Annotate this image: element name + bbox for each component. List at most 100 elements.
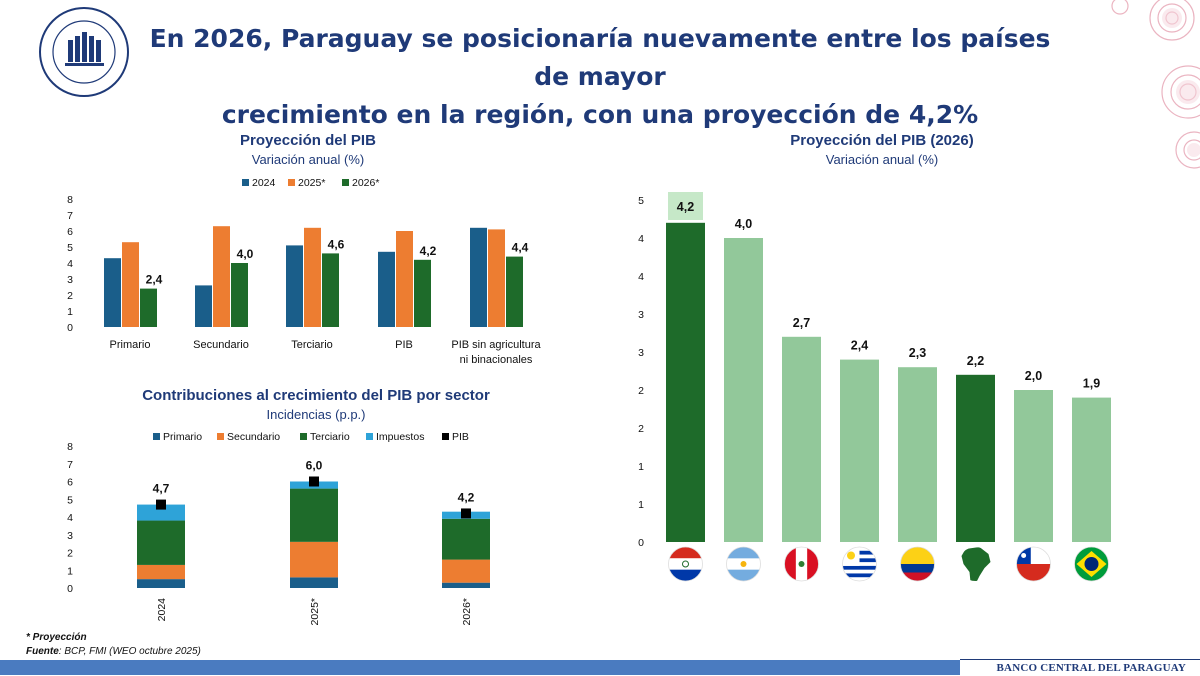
chart2-segment-Terciario-2025* [290, 488, 338, 542]
slide-title-line-2: crecimiento en la región, con una proyec… [221, 100, 979, 129]
chart3-ytick: 5 [638, 195, 644, 207]
chart2-legend-label-pib: PIB [452, 431, 469, 443]
chart3-data-label: 1,9 [1083, 377, 1100, 391]
chart3-ytick: 2 [638, 423, 644, 435]
argentina-flag-icon [726, 547, 761, 581]
slide-title-line-1: En 2026, Paraguay se posicionaría nuevam… [149, 24, 1051, 91]
chart1-bar-2024-Terciario [286, 245, 303, 327]
chart1-legend-swatch-2025* [288, 179, 295, 186]
sector-contributions-chart: Contribuciones al crecimiento del PIB po… [67, 387, 490, 625]
chart1-xtick: Terciario [291, 339, 333, 351]
chart2-ytick: 3 [67, 530, 73, 542]
chart2-ytick: 6 [67, 477, 73, 489]
chart2-legend-label-Impuestos: Impuestos [376, 431, 424, 443]
chart1-xtick: Secundario [193, 339, 249, 351]
flag-stripe [842, 573, 877, 578]
chart1-bar-2025*-Secundario [213, 226, 230, 327]
chart1-bar-2026*-Terciario [322, 253, 339, 327]
flag-stripe [668, 547, 703, 559]
chart2-legend-swatch-pib [442, 433, 449, 440]
chart3-bar-Colombia [898, 367, 937, 542]
chart1-data-label: 4,6 [328, 237, 345, 251]
chart1-ytick: 8 [67, 194, 73, 206]
chart1-ytick: 0 [67, 322, 73, 334]
chart2-subtitle: Incidencias (p.p.) [267, 407, 366, 422]
chart2-legend-swatch-Terciario [300, 433, 307, 440]
flag-border [726, 546, 761, 582]
chart2-ytick: 5 [67, 494, 73, 506]
chart1-bar-2025*-Terciario [304, 227, 321, 327]
footer-bank-name: BANCO CENTRAL DEL PARAGUAY [996, 662, 1186, 674]
chart1-legend-label-2025*: 2025* [298, 177, 325, 189]
chart2-segment-Primario-2024 [137, 579, 185, 588]
chart1-bar-2025*-PIB [396, 231, 413, 327]
chart2-segment-Secundario-2025* [290, 541, 338, 578]
chart2-ytick: 1 [67, 565, 73, 577]
chart1-subtitle: Variación anual (%) [252, 152, 364, 167]
flag-stripe [668, 569, 703, 581]
chart2-data-label: 4,2 [458, 490, 475, 504]
chart2-data-label: 6,0 [306, 459, 323, 473]
pib-projection-chart: Proyección del PIB Variación anual (%) 202… [67, 132, 541, 366]
chart1-data-label: 4,4 [512, 241, 529, 255]
flag-stripe [900, 564, 935, 573]
chart1-ytick: 3 [67, 274, 73, 286]
slide-title: En 2026, Paraguay se posicionaría nuevam… [140, 20, 1060, 134]
chart1-xtick: PIB sin agricultura [451, 339, 541, 351]
chart2-segment-Primario-2026* [442, 582, 490, 588]
chart2-ytick: 0 [67, 583, 73, 595]
chart1-data-label: 4,0 [237, 247, 254, 261]
chart3-ytick: 2 [638, 385, 644, 397]
chart2-segment-Terciario-2026* [442, 518, 490, 560]
chart2-ytick: 8 [67, 441, 73, 453]
chart1-legend-label-2024: 2024 [252, 177, 276, 189]
flag-border [842, 546, 877, 582]
flag-stripe [807, 547, 819, 581]
chart3-bar-Paraguay [666, 222, 705, 543]
flag-sun [740, 561, 747, 567]
chart1-legend-label-2026*: 2026* [352, 177, 379, 189]
chart3-bar-América del Sur [956, 374, 995, 542]
chart1-title: Proyección del PIB [240, 132, 376, 149]
chart2-legend-swatch-Impuestos [366, 433, 373, 440]
chart3-bar-Uruguay [840, 359, 879, 542]
chart1-bar-2025*-PIB sin agricultura ni binacionales [488, 229, 505, 327]
source-label: Fuente [26, 646, 59, 657]
flag-stripe [668, 558, 703, 570]
chart3-data-label: 2,2 [967, 354, 984, 368]
chart1-ytick: 7 [67, 210, 73, 222]
chart3-data-label: 2,4 [851, 339, 868, 353]
brazil-flag-icon [1074, 547, 1109, 581]
colombia-flag-icon [900, 547, 935, 581]
chart2-pib-marker [461, 508, 471, 519]
chart3-data-label: 2,7 [793, 316, 810, 330]
chart3-data-label: 4,2 [677, 200, 694, 214]
chart2-legend-swatch-Secundario [217, 433, 224, 440]
decorative-flowers [1111, 0, 1200, 169]
flag-border [668, 546, 703, 582]
chart3-title: Proyección del PIB (2026) [790, 132, 973, 149]
flag-stripe [842, 565, 877, 570]
pib-2026-region-chart: Proyección del PIB (2026) Variación anual… [638, 132, 1111, 582]
map-shape [961, 547, 991, 581]
flag-emblem [798, 561, 805, 567]
projection-footnote: * Proyección [26, 632, 87, 643]
chart2-legend-label-Primario: Primario [163, 431, 202, 443]
chart2-pib-marker [156, 499, 166, 510]
chart1-ytick: 5 [67, 242, 73, 254]
chart1-bar-2024-PIB sin agricultura ni binacionales [470, 227, 487, 327]
footer-bar [0, 660, 960, 675]
chart2-segment-Secundario-2026* [442, 559, 490, 583]
paraguay-flag-icon [668, 547, 703, 581]
chart1-bar-2026*-PIB sin agricultura ni binacionales [506, 256, 523, 327]
chart2-segment-Impuestos-2024 [137, 504, 185, 521]
chart3-subtitle: Variación anual (%) [826, 152, 938, 167]
flag-stripe [1016, 564, 1051, 581]
chart2-legend-label-Terciario: Terciario [310, 431, 350, 443]
bcp-logo [39, 7, 129, 97]
chart1-bar-2026*-PIB [414, 259, 431, 327]
flag-star [1021, 553, 1027, 558]
chart2-data-label: 4,7 [153, 482, 170, 496]
chart3-ytick: 3 [638, 309, 644, 321]
chart1-legend-swatch-2026* [342, 179, 349, 186]
